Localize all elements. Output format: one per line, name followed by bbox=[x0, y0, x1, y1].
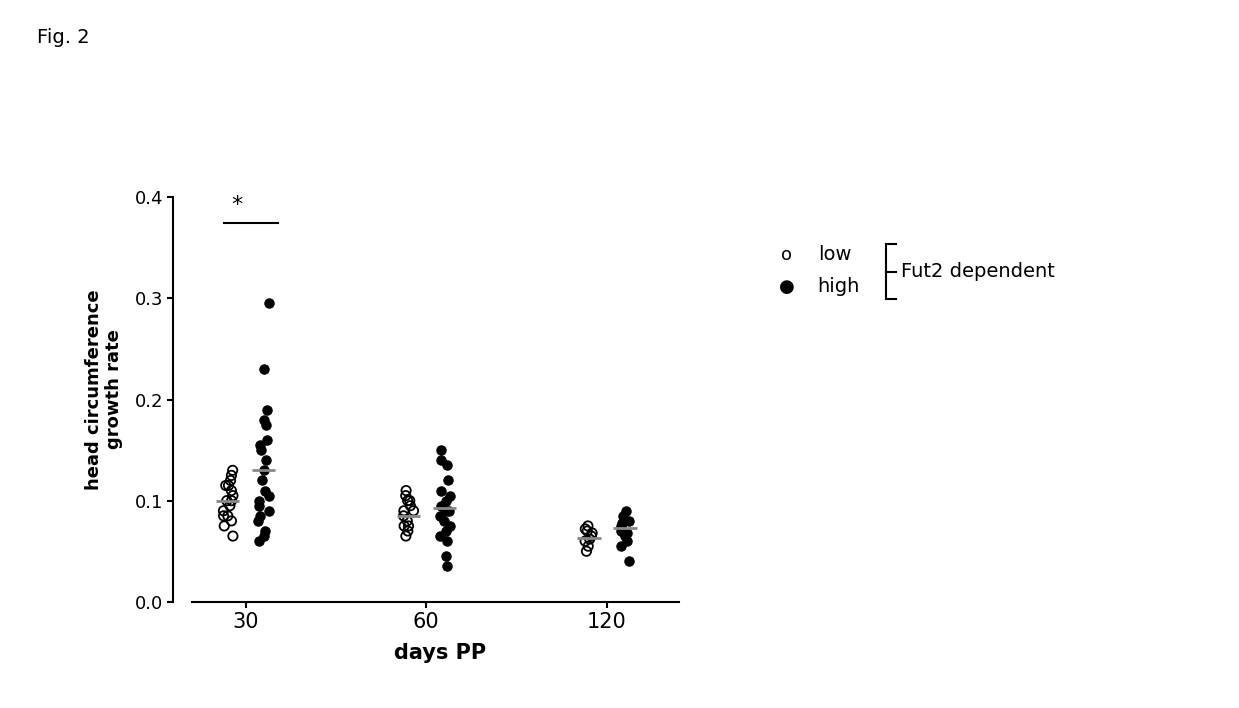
Point bbox=[440, 490, 460, 501]
Y-axis label: head circumference
growth rate: head circumference growth rate bbox=[84, 289, 124, 490]
Point bbox=[255, 419, 275, 430]
X-axis label: days PP: days PP bbox=[394, 644, 486, 663]
Point bbox=[577, 525, 597, 537]
Point bbox=[254, 363, 274, 375]
Point bbox=[394, 505, 414, 516]
Point bbox=[620, 515, 639, 527]
Point bbox=[250, 440, 270, 451]
Point bbox=[404, 505, 424, 516]
Point bbox=[400, 500, 420, 511]
Point bbox=[248, 515, 268, 527]
Point bbox=[222, 485, 242, 496]
Point bbox=[259, 298, 279, 309]
Point bbox=[579, 540, 598, 552]
Point bbox=[216, 480, 235, 491]
Point bbox=[218, 480, 238, 491]
Point bbox=[223, 490, 243, 501]
Point bbox=[396, 530, 416, 542]
Text: low: low bbox=[818, 246, 851, 264]
Point bbox=[613, 510, 633, 522]
Point bbox=[398, 495, 418, 506]
Point bbox=[222, 515, 242, 527]
Text: *: * bbox=[230, 195, 243, 215]
Point bbox=[259, 490, 279, 501]
Point bbox=[398, 525, 418, 537]
Point bbox=[434, 515, 453, 527]
Point bbox=[394, 510, 414, 522]
Point bbox=[436, 505, 456, 516]
Point bbox=[580, 533, 600, 544]
Point bbox=[618, 556, 638, 567]
Point bbox=[223, 530, 243, 542]
Point bbox=[431, 485, 451, 496]
Point bbox=[223, 464, 243, 476]
Point bbox=[430, 510, 450, 522]
Point bbox=[222, 469, 242, 481]
Text: Fig. 2: Fig. 2 bbox=[37, 28, 89, 47]
Point bbox=[399, 520, 419, 532]
Point bbox=[575, 535, 595, 547]
Point bbox=[437, 561, 457, 572]
Point bbox=[612, 518, 632, 529]
Point bbox=[439, 475, 458, 486]
Point bbox=[616, 505, 636, 516]
Point bbox=[398, 515, 418, 527]
Point bbox=[249, 500, 269, 511]
Point bbox=[436, 535, 456, 547]
Point bbox=[255, 485, 275, 496]
Point bbox=[250, 510, 270, 522]
Point bbox=[436, 525, 456, 537]
Point bbox=[440, 520, 460, 532]
Point bbox=[436, 551, 456, 562]
Point bbox=[436, 459, 456, 471]
Point bbox=[258, 404, 278, 416]
Point bbox=[258, 434, 278, 445]
Text: Fut2 dependent: Fut2 dependent bbox=[901, 262, 1054, 281]
Text: ●: ● bbox=[779, 278, 794, 296]
Point bbox=[576, 546, 596, 557]
Point bbox=[431, 445, 451, 456]
Point bbox=[430, 530, 450, 542]
Point bbox=[611, 520, 631, 532]
Point bbox=[396, 485, 416, 496]
Point bbox=[582, 527, 602, 539]
Point bbox=[395, 490, 415, 501]
Point bbox=[436, 495, 456, 506]
Point bbox=[579, 520, 598, 532]
Point bbox=[254, 414, 274, 426]
Point bbox=[611, 525, 631, 537]
Point bbox=[255, 525, 275, 537]
Point bbox=[218, 510, 238, 522]
Point bbox=[259, 505, 279, 516]
Point bbox=[394, 520, 414, 532]
Point bbox=[440, 505, 460, 516]
Point bbox=[617, 527, 637, 539]
Point bbox=[213, 510, 233, 522]
Point bbox=[431, 455, 451, 466]
Point bbox=[219, 500, 239, 511]
Point bbox=[249, 535, 269, 547]
Point bbox=[615, 530, 634, 542]
Point bbox=[255, 455, 275, 466]
Point bbox=[254, 530, 274, 542]
Text: high: high bbox=[818, 278, 860, 296]
Point bbox=[581, 530, 601, 542]
Text: o: o bbox=[782, 246, 792, 264]
Point bbox=[213, 505, 233, 516]
Point bbox=[253, 475, 273, 486]
Point bbox=[217, 495, 237, 506]
Point bbox=[617, 535, 637, 547]
Point bbox=[611, 540, 631, 552]
Point bbox=[249, 495, 269, 506]
Point bbox=[254, 464, 274, 476]
Point bbox=[575, 523, 595, 535]
Point bbox=[252, 445, 271, 456]
Point bbox=[400, 495, 420, 506]
Point bbox=[221, 475, 240, 486]
Point bbox=[222, 495, 242, 506]
Point bbox=[214, 520, 234, 532]
Point bbox=[431, 500, 451, 511]
